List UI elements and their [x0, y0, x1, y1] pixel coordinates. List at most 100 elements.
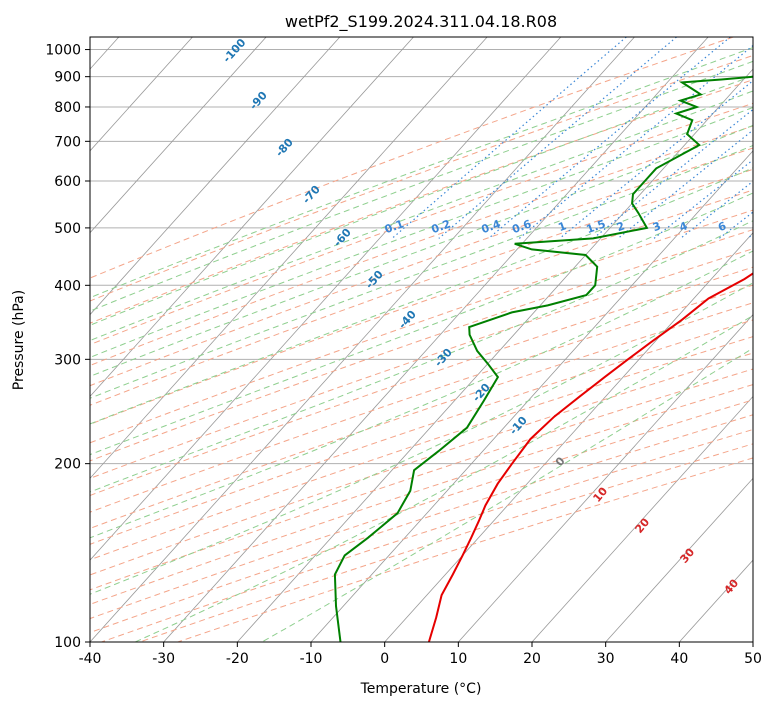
moist-adiabat-line — [90, 47, 753, 299]
y-tick-label: 200 — [54, 457, 81, 473]
isotherm-line — [384, 232, 753, 642]
mixing-ratio-label: 0.1 — [383, 217, 406, 236]
dry-adiabat-line — [90, 284, 753, 513]
dry-adiabat-line — [90, 209, 753, 444]
dry-adiabat-line — [90, 319, 753, 545]
mixing-ratio-label: 1.5 — [585, 217, 608, 236]
mixing-ratio-line — [653, 159, 753, 239]
x-tick-label: 30 — [597, 651, 615, 667]
dry-adiabat-label: -40 — [396, 308, 419, 332]
dry-adiabat-line — [90, 229, 753, 462]
mixing-ratio-line — [518, 44, 753, 239]
isotherm-line — [90, 37, 635, 642]
moist-adiabat-label: 40 — [721, 576, 741, 596]
dry-adiabat-line — [90, 37, 734, 279]
x-tick-label: 40 — [670, 651, 688, 667]
mixing-ratio-line — [488, 37, 731, 239]
x-axis: -40 -30 -20 -10 0 10 20 30 40 50 — [79, 642, 762, 667]
dry-adiabat-line — [90, 336, 753, 561]
isotherm-line — [90, 37, 341, 316]
moist-adiabat-line — [90, 250, 753, 539]
moist-adiabat-line — [90, 220, 753, 493]
mixing-ratio-line — [770, 37, 775, 238]
moist-adiabat-line — [90, 144, 753, 399]
mixing-ratio-label: 0.2 — [430, 217, 453, 236]
isotherm-line — [90, 37, 267, 234]
dry-adiabat-label: -50 — [363, 268, 386, 292]
y-tick-label: 500 — [54, 221, 81, 237]
moist-adiabat-line — [134, 314, 753, 642]
y-tick-label: 400 — [54, 278, 81, 294]
mixing-ratio-line — [391, 37, 627, 239]
mixing-ratio-line — [438, 37, 677, 239]
dry-adiabat-line — [101, 428, 753, 642]
line-labels: -100-90-80-70-60-50-40-30-20-100.1 0.2 0.4… — [220, 36, 741, 597]
dry-adiabat-line — [90, 384, 753, 605]
moist-adiabat-line — [90, 90, 753, 342]
mixing-ratio-label: 0.6 — [510, 217, 533, 236]
dry-adiabat-line — [90, 189, 753, 425]
moist-adiabat-line — [90, 167, 753, 425]
dry-adiabat-line — [90, 102, 753, 346]
mixing-ratio-label: 0.4 — [480, 217, 503, 236]
moist-adiabat-label: 30 — [677, 545, 697, 565]
y-tick-label: 100 — [54, 635, 81, 651]
y-axis-label: Pressure (hPa) — [11, 290, 27, 390]
isotherm-line — [752, 641, 753, 642]
temperature-line — [427, 272, 753, 642]
dry-adiabat-line — [90, 368, 753, 591]
background-lines — [90, 37, 775, 642]
mixing-ratio-line — [592, 108, 753, 239]
isotherm-line — [90, 37, 562, 561]
y-tick-label: 1000 — [45, 43, 81, 59]
isotherm-line — [90, 37, 488, 479]
dry-adiabat-label: -10 — [507, 414, 530, 438]
mixing-ratio-label: 1 — [556, 219, 568, 234]
x-axis-label: Temperature (°C) — [360, 681, 482, 697]
moist-adiabat-line — [261, 347, 753, 642]
plot-frame — [89, 36, 754, 643]
x-tick-label: 10 — [449, 651, 467, 667]
dry-adiabat-line — [90, 266, 753, 497]
isotherm-line — [90, 37, 414, 398]
x-tick-label: -20 — [226, 651, 249, 667]
dry-adiabat-label: -70 — [300, 183, 323, 207]
dry-adiabat-line — [90, 125, 753, 367]
dry-adiabat-label: -90 — [247, 89, 270, 113]
y-tick-label: 600 — [54, 174, 81, 190]
x-tick-label: -10 — [300, 651, 323, 667]
isotherm-line — [90, 37, 193, 152]
data-series — [333, 75, 753, 642]
moist-adiabat-line — [90, 106, 753, 358]
dry-adiabat-line — [90, 414, 753, 634]
moist-adiabat-line — [90, 60, 753, 312]
mixing-ratio-line — [747, 233, 753, 239]
isotherm-line — [458, 313, 753, 642]
isotherm-line — [163, 37, 709, 642]
y-tick-label: 300 — [54, 352, 81, 368]
isotherm-line — [605, 477, 753, 642]
moist-adiabat-line — [90, 75, 753, 326]
y-tick-label: 800 — [54, 100, 81, 116]
y-tick-label: 900 — [54, 70, 81, 86]
dry-adiabat-line — [90, 302, 753, 529]
dry-adiabat-label: -80 — [273, 136, 296, 160]
x-tick-label: 0 — [380, 651, 389, 667]
moist-adiabat-line — [90, 124, 753, 377]
mixing-ratio-label: 2 — [615, 219, 627, 234]
dry-adiabat-line — [90, 352, 753, 576]
isotherm-line — [531, 395, 753, 642]
x-tick-label: -40 — [79, 651, 102, 667]
dry-adiabat-line — [90, 54, 753, 302]
mixing-ratio-line — [617, 129, 753, 239]
moist-adiabat-label: 20 — [632, 515, 652, 535]
moist-adiabat-line — [90, 282, 753, 595]
x-tick-label: 20 — [523, 651, 541, 667]
y-axis: 100 200 300 400 500 600 700 800 900 1000 — [45, 43, 90, 651]
dry-adiabat-line — [90, 79, 753, 324]
x-tick-label: 50 — [744, 651, 762, 667]
isotherm-line — [310, 150, 753, 642]
dry-adiabat-line — [90, 248, 753, 479]
mixing-ratio-line — [680, 180, 753, 239]
